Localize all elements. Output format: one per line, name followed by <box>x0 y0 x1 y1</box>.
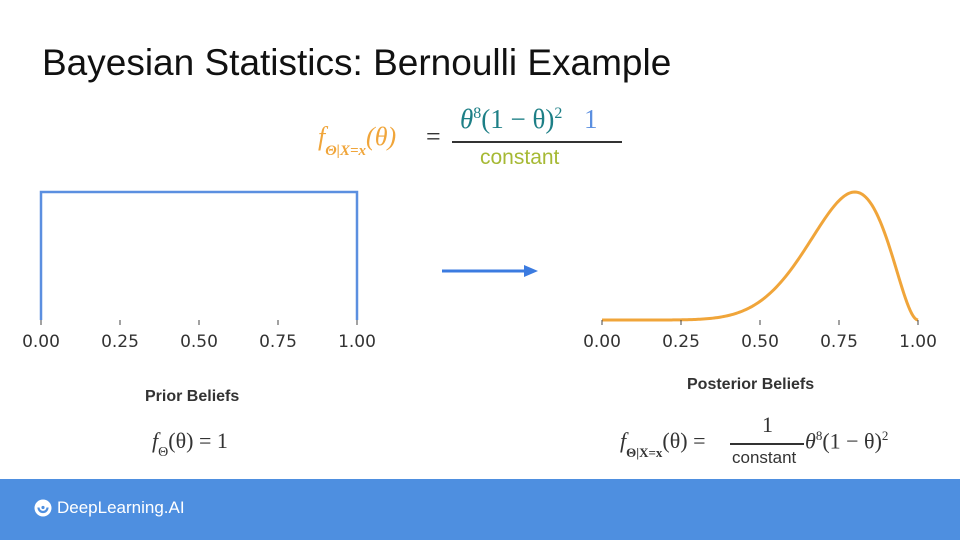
posterior-formula-numerator: 1 <box>762 412 773 437</box>
posterior-formula: fΘ|X=x(θ) = 1 constant θ8(1 − θ)2 <box>620 412 920 472</box>
fraction-bar <box>452 141 622 143</box>
posterior-axis-tick-label-0: 0.00 <box>583 332 621 352</box>
footer-bar: DeepLearning.AI <box>0 479 960 540</box>
posterior-formula-rest: θ8(1 − θ)2 <box>805 428 889 454</box>
prior-axis-tick-label-2: 0.50 <box>180 332 218 352</box>
prior-caption: Prior Beliefs <box>145 388 240 405</box>
posterior-density-curve <box>602 190 919 322</box>
posterior-axis-tick-label-4: 1.00 <box>899 332 937 352</box>
posterior-axis-tick-label-2: 0.50 <box>741 332 779 352</box>
formula-prior-term: 1 <box>584 104 598 134</box>
brand-logo[interactable]: DeepLearning.AI <box>34 498 185 518</box>
posterior-formula-lhs: fΘ|X=x(θ) = <box>620 428 706 461</box>
prior-formula: fΘ(θ) = 1 <box>152 428 228 461</box>
prior-axis-tick-label-3: 0.75 <box>259 332 297 352</box>
posterior-fraction-bar <box>730 443 804 445</box>
formula-constant: constant <box>480 146 560 169</box>
formula-posterior-lhs: fΘ|X=x(θ) <box>318 122 397 160</box>
posterior-axis-tick-label-1: 0.25 <box>662 332 700 352</box>
prior-axis-tick-label-4: 1.00 <box>338 332 376 352</box>
prior-axis-tick-label-0: 0.00 <box>22 332 60 352</box>
brand-name: DeepLearning.AI <box>57 498 185 517</box>
posterior-formula-denominator: constant <box>732 448 797 467</box>
posterior-caption: Posterior Beliefs <box>687 376 815 393</box>
prior-density-line <box>39 190 359 320</box>
prior-axis-tick-label-1: 0.25 <box>101 332 139 352</box>
formula-likelihood: θ8(1 − θ)2 <box>460 104 563 134</box>
deeplearning-logo-icon <box>34 499 52 517</box>
arrow-right-icon <box>442 265 538 277</box>
slide-title: Bayesian Statistics: Bernoulli Example <box>42 42 672 83</box>
posterior-axis-tick-label-3: 0.75 <box>820 332 858 352</box>
formula-equals: = <box>426 122 441 151</box>
bayes-formula: fΘ|X=x(θ) = θ8(1 − θ)2 1 constant <box>318 104 638 174</box>
